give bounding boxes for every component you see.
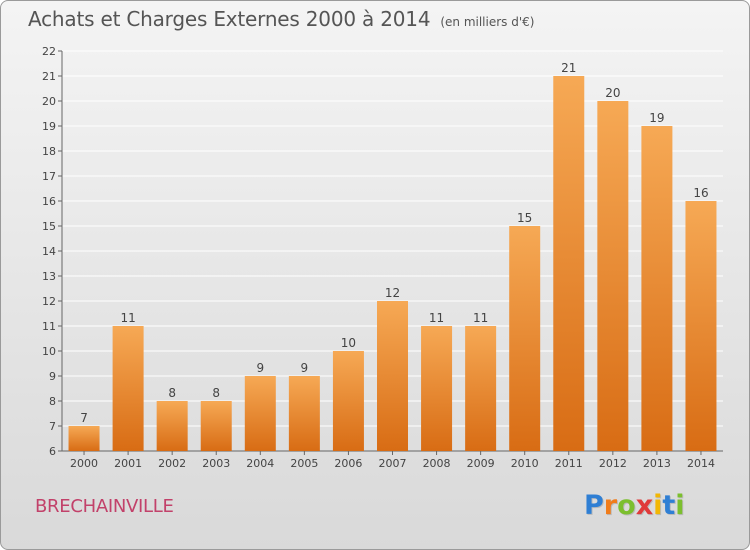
data-label-2013: 19	[649, 111, 664, 125]
data-label-2009: 11	[473, 311, 488, 325]
data-label-2005: 9	[301, 361, 309, 375]
x-tick-label-2010: 2010	[511, 457, 539, 470]
y-tick-label: 22	[42, 45, 56, 58]
y-axis-ticks: 6 7 8 9 10 11 12 13 14 15 16 17 18 19 20 21 22	[42, 45, 62, 458]
y-tick-label: 17	[42, 170, 56, 183]
bar-2014	[685, 201, 717, 451]
chart-unit: (en milliers d'€)	[440, 15, 535, 29]
bar-2001	[112, 326, 144, 451]
bar-2007	[377, 301, 408, 451]
data-label-2012: 20	[605, 86, 620, 100]
x-tick-label-2004: 2004	[246, 457, 274, 470]
x-tick-label-2006: 2006	[334, 457, 362, 470]
y-tick-label: 6	[49, 445, 56, 458]
bar-2011	[553, 76, 585, 451]
town-name: BRECHAINVILLE	[35, 496, 174, 517]
logo-letter: o	[617, 490, 636, 521]
bar-2005	[288, 376, 320, 451]
logo-letter: x	[635, 490, 654, 521]
bar-2004	[244, 376, 276, 451]
bar-2010	[509, 226, 541, 451]
logo-letter: i	[675, 490, 685, 521]
x-axis-ticks: 2000 2001 2002 2003 2004 2005 2006 2007 2008 2009…	[70, 451, 715, 470]
bar-2013	[641, 126, 673, 451]
bar-2008	[421, 326, 453, 451]
y-tick-label: 15	[42, 220, 56, 233]
data-label-2014: 16	[693, 186, 708, 200]
y-tick-label: 21	[42, 70, 56, 83]
x-tick-label-2008: 2008	[423, 457, 451, 470]
bar-2006	[332, 351, 364, 451]
y-tick-label: 11	[42, 320, 56, 333]
bar-2002	[156, 401, 188, 451]
x-tick-label-2005: 2005	[290, 457, 318, 470]
bar-2009	[465, 326, 497, 451]
data-label-2002: 8	[168, 386, 176, 400]
bar-2012	[597, 101, 629, 451]
bars	[68, 76, 717, 451]
data-label-2004: 9	[256, 361, 264, 375]
logo-letter: i	[653, 490, 663, 521]
y-tick-label: 8	[49, 395, 56, 408]
x-tick-label-2013: 2013	[643, 457, 671, 470]
data-label-2000: 7	[80, 411, 88, 425]
logo-letter: t	[662, 490, 676, 521]
data-label-2007: 12	[385, 286, 400, 300]
y-tick-label: 13	[42, 270, 56, 283]
proxiti-logo: Proxiti	[584, 490, 685, 521]
y-tick-label: 12	[42, 295, 56, 308]
chart-title: Achats et Charges Externes 2000 à 2014	[28, 7, 431, 31]
y-tick-label: 10	[42, 345, 56, 358]
logo-letter: r	[603, 490, 618, 521]
y-tick-label: 20	[42, 95, 56, 108]
data-label-2008: 11	[429, 311, 444, 325]
x-tick-label-2011: 2011	[555, 457, 583, 470]
y-tick-label: 9	[49, 370, 56, 383]
x-tick-label-2009: 2009	[467, 457, 495, 470]
data-label-2001: 11	[120, 311, 135, 325]
y-tick-label: 16	[42, 195, 56, 208]
data-label-2006: 10	[341, 336, 356, 350]
bar-2000	[68, 426, 100, 451]
x-tick-label-2007: 2007	[379, 457, 407, 470]
x-tick-label-2001: 2001	[114, 457, 142, 470]
x-tick-label-2014: 2014	[687, 457, 715, 470]
data-label-2003: 8	[212, 386, 220, 400]
data-label-2010: 15	[517, 211, 532, 225]
x-tick-label-2012: 2012	[599, 457, 627, 470]
data-labels: 7 11 8 8 9 9 10 12 11 11 15 21 20 19 16	[80, 61, 708, 425]
x-tick-label-2000: 2000	[70, 457, 98, 470]
bar-2003	[200, 401, 232, 451]
y-tick-label: 18	[42, 145, 56, 158]
data-label-2011: 21	[561, 61, 576, 75]
logo-letter: P	[584, 490, 604, 521]
chart-title-block: Achats et Charges Externes 2000 à 2014 (e…	[28, 7, 534, 31]
y-tick-label: 19	[42, 120, 56, 133]
x-tick-label-2002: 2002	[158, 457, 186, 470]
x-tick-label-2003: 2003	[202, 457, 230, 470]
y-tick-label: 7	[49, 420, 56, 433]
y-tick-label: 14	[42, 245, 56, 258]
